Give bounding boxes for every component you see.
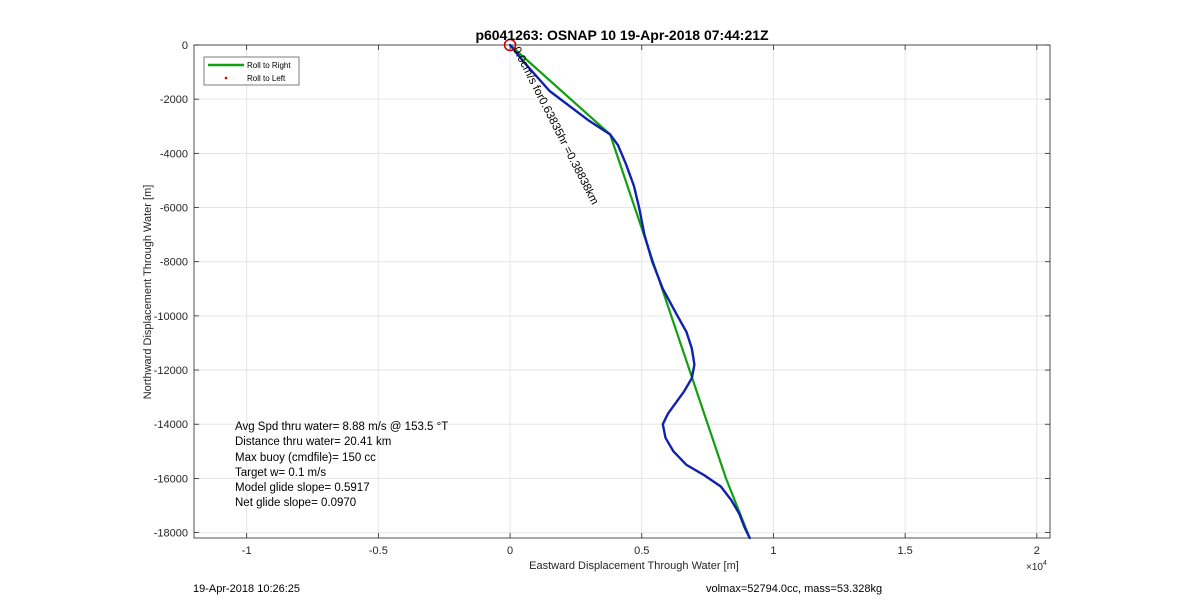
stat-model-glide: Model glide slope= 0.5917: [235, 482, 370, 495]
y-tick-label: -4000: [160, 148, 188, 160]
y-tick-label: -14000: [154, 419, 188, 431]
stat-avg-speed: Avg Spd thru water= 8.88 m/s @ 153.5 °T: [235, 421, 449, 433]
x-tick-label: 0.5: [634, 545, 649, 557]
stat-net-glide: Net glide slope= 0.0970: [235, 497, 357, 510]
x-axis-exponent: ×104: [1026, 560, 1047, 573]
y-tick-label: -2000: [160, 94, 188, 106]
y-tick-label: -16000: [154, 473, 188, 485]
x-tick-label: 1: [770, 545, 776, 557]
plot-area: [194, 45, 1050, 538]
y-tick-label: 0: [182, 40, 188, 52]
start-marker: [503, 38, 517, 52]
stat-distance: Distance thru water= 20.41 km: [235, 436, 392, 449]
y-tick-label: -12000: [154, 365, 188, 377]
footer-volmax: volmax=52794.0cc, mass=53.328kg: [706, 583, 883, 595]
y-tick-label: -6000: [160, 203, 188, 215]
x-tick-label: -0.5: [369, 545, 388, 557]
glider-stats: Avg Spd thru water= 8.88 m/s @ 153.5 °T …: [235, 420, 448, 512]
axes: -1 -0.5 0 0.5 1 1.5 2 0 -2000 -4000 -6000 -8000 -100…: [154, 40, 1051, 557]
y-tick-label: -18000: [154, 528, 188, 540]
x-tick-label: 1.5: [897, 545, 912, 557]
x-tick-label: -1: [242, 545, 252, 557]
legend-box: [203, 56, 300, 86]
legend-dot-swatch: [224, 76, 228, 80]
series-roll-to-right-line: [509, 43, 751, 540]
y-axis-label: Northward Displacement Through Water [m]: [142, 185, 154, 400]
stat-max-buoy: Max buoy (cmdfile)= 150 cc: [235, 451, 376, 464]
chart-title: p6041263: OSNAP 10 19-Apr-2018 07:44:21Z: [475, 27, 769, 43]
stat-target-w: Target w= 0.1 m/s: [235, 466, 327, 479]
footer-timestamp: 19-Apr-2018 10:26:25: [193, 583, 301, 595]
x-axis-label: Eastward Displacement Through Water [m]: [529, 560, 739, 572]
axes-box: [193, 44, 1051, 539]
x-tick-label: 2: [1034, 545, 1040, 557]
legend-label: Roll to Left: [247, 74, 286, 83]
legend-label: Roll to Right: [247, 61, 291, 70]
data-series: [508, 43, 751, 540]
legend: Roll to Right Roll to Left: [203, 56, 300, 86]
y-tick-label: -10000: [154, 311, 188, 323]
y-tick-label: -8000: [160, 257, 188, 269]
series-track-line: [508, 43, 751, 540]
x-tick-label: 0: [507, 545, 513, 557]
